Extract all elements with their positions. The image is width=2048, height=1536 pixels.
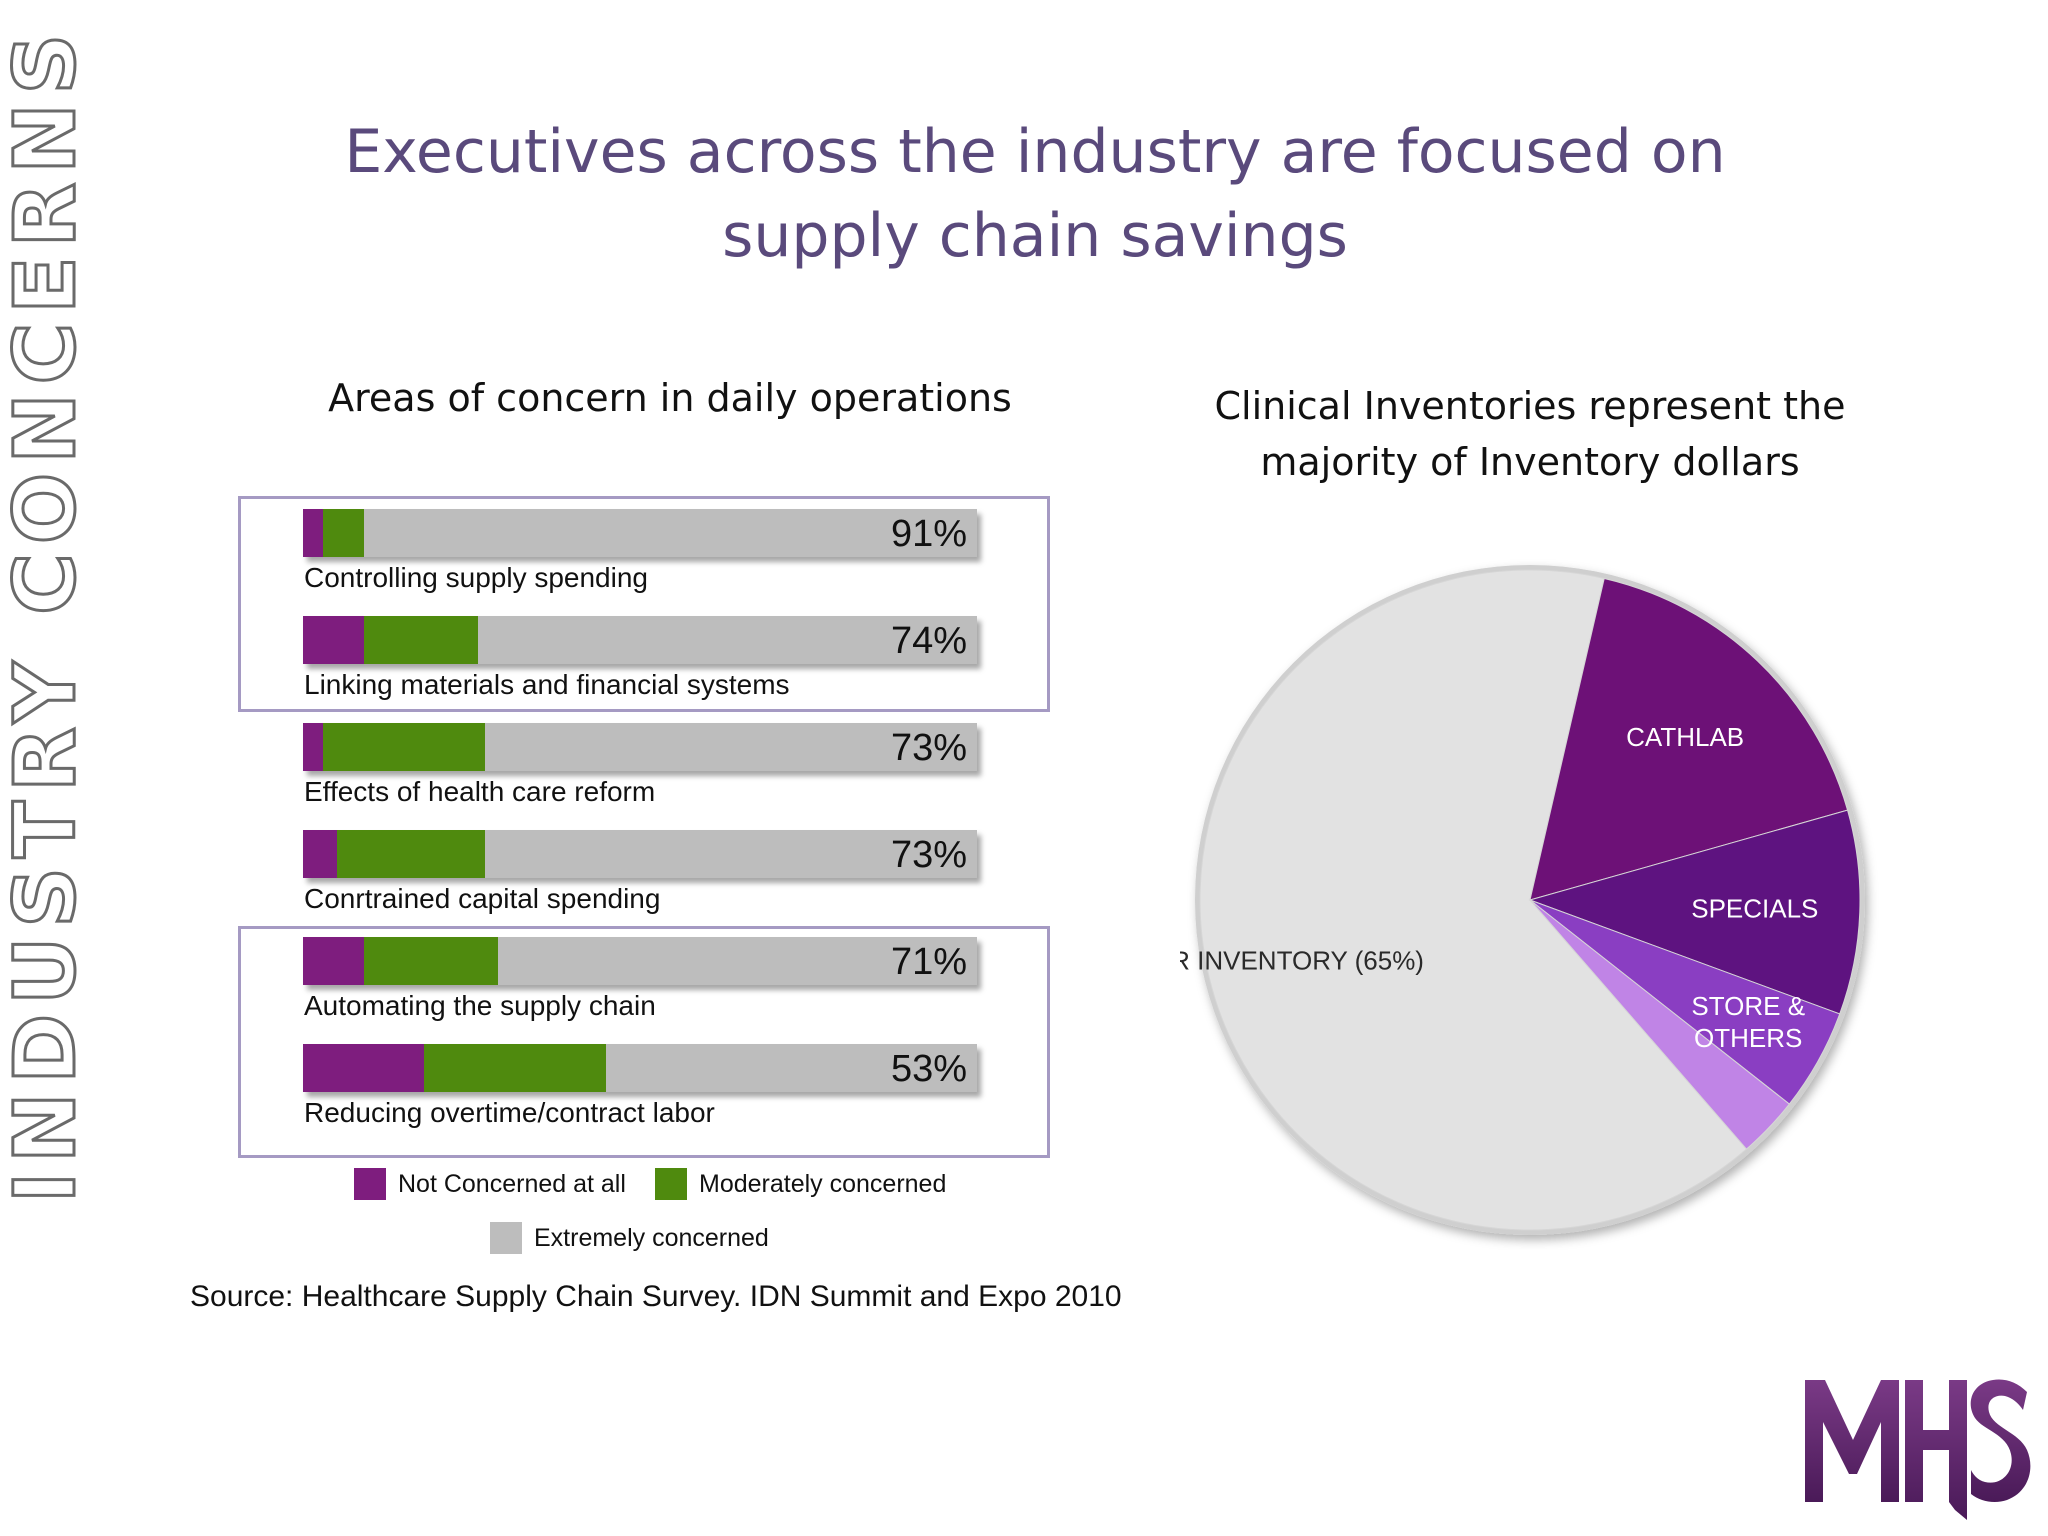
bar-segment-moderately-concerned bbox=[323, 723, 485, 771]
highlight-box-bottom bbox=[238, 926, 1050, 1158]
bar-category-label: Controlling supply spending bbox=[304, 562, 648, 593]
bar-track bbox=[303, 830, 977, 878]
legend-label-extremely-concerned: Extremely concerned bbox=[534, 1223, 769, 1252]
bar-segment-not-concerned bbox=[303, 723, 324, 771]
legend-moderately-concerned: Moderately concerned bbox=[655, 1168, 946, 1200]
pie-slice-or-inventory bbox=[1199, 569, 1748, 1231]
legend-swatch-moderately-concerned bbox=[655, 1168, 687, 1200]
bar-segment-extremely-concerned bbox=[478, 616, 977, 664]
bar-segment-moderately-concerned bbox=[323, 509, 364, 557]
slide-title: Executives across the industry are focus… bbox=[344, 117, 1726, 271]
bar-segment-moderately-concerned bbox=[363, 616, 479, 664]
bar-row: 74% Linking materials and financial syste… bbox=[300, 612, 1000, 719]
bar-chart: 91% Controlling supply spending 74% Linking… bbox=[300, 505, 1000, 1147]
source-note: Source: Healthcare Supply Chain Survey. … bbox=[190, 1280, 1122, 1313]
side-title: INDUSTRY CONCERNS bbox=[0, 23, 96, 1204]
pie-label: OR INVENTORY (65%) bbox=[1180, 945, 1424, 975]
bar-segment-extremely-concerned bbox=[363, 509, 977, 557]
bar-segment-extremely-concerned bbox=[498, 937, 977, 985]
bar-track bbox=[303, 1044, 977, 1092]
legend-extremely-concerned: Extremely concerned bbox=[490, 1222, 769, 1254]
bar-segment-moderately-concerned bbox=[336, 830, 485, 878]
bar-segment-extremely-concerned bbox=[484, 723, 977, 771]
bar-segment-not-concerned bbox=[303, 616, 364, 664]
bar-value-label: 74% bbox=[890, 620, 967, 662]
bar-track bbox=[303, 723, 977, 771]
bar-segment-not-concerned bbox=[303, 937, 364, 985]
legend-not-concerned: Not Concerned at all bbox=[354, 1168, 626, 1200]
bar-track bbox=[303, 937, 977, 985]
pie-label: STORE & OTHERS bbox=[1691, 991, 1805, 1053]
bar-segment-not-concerned bbox=[303, 509, 324, 557]
bar-value-label: 73% bbox=[890, 727, 967, 769]
pie-label: SPECIALS bbox=[1691, 894, 1818, 924]
bar-row: 71% Automating the supply chain bbox=[300, 933, 1000, 1040]
highlight-box-top bbox=[238, 496, 1050, 712]
bar-row: 53% Reducing overtime/contract labor bbox=[300, 1040, 1000, 1147]
bar-chart-title: Areas of concern in daily operations bbox=[328, 376, 1012, 420]
bar-segment-not-concerned bbox=[303, 1044, 425, 1092]
bar-value-label: 53% bbox=[890, 1048, 967, 1090]
bar-track bbox=[303, 616, 977, 664]
bar-segment-moderately-concerned bbox=[424, 1044, 607, 1092]
legend-label-moderately-concerned: Moderately concerned bbox=[699, 1169, 947, 1198]
bar-track bbox=[303, 509, 977, 557]
legend-swatch-not-concerned bbox=[354, 1168, 386, 1200]
bar-category-label: Automating the supply chain bbox=[304, 990, 656, 1021]
bar-category-label: Conrtrained capital spending bbox=[304, 883, 661, 914]
pie-label: CATHLAB bbox=[1626, 722, 1744, 752]
pie-chart: OR INVENTORY (65%) CATHLAB SPECIALS STORE &… bbox=[1180, 565, 1865, 1235]
bar-row: 73% Effects of health care reform bbox=[300, 719, 1000, 826]
bar-segment-extremely-concerned bbox=[484, 830, 977, 878]
bar-category-label: Effects of health care reform bbox=[304, 776, 656, 807]
bar-segment-not-concerned bbox=[303, 830, 337, 878]
mhs-logo bbox=[1805, 1379, 2031, 1520]
pie-slice-specials bbox=[1528, 809, 1861, 1015]
bar-category-label: Reducing overtime/contract labor bbox=[304, 1097, 715, 1128]
bar-row: 91% Controlling supply spending bbox=[300, 505, 1000, 612]
bar-segment-extremely-concerned bbox=[606, 1044, 977, 1092]
pie-chart-title: Clinical Inventories represent the major… bbox=[1214, 384, 1846, 484]
bar-value-label: 71% bbox=[890, 941, 967, 983]
bar-segment-moderately-concerned bbox=[363, 937, 499, 985]
legend-label-not-concerned: Not Concerned at all bbox=[398, 1169, 626, 1198]
pie-slice-other bbox=[1529, 899, 1791, 1150]
bar-value-label: 91% bbox=[890, 513, 967, 555]
legend-swatch-extremely-concerned bbox=[490, 1222, 522, 1254]
bar-category-label: Linking materials and financial systems bbox=[304, 669, 790, 700]
bar-value-label: 73% bbox=[890, 834, 967, 876]
bar-row: 73% Conrtrained capital spending bbox=[300, 826, 1000, 933]
pie-slice-cathlab bbox=[1529, 577, 1849, 901]
